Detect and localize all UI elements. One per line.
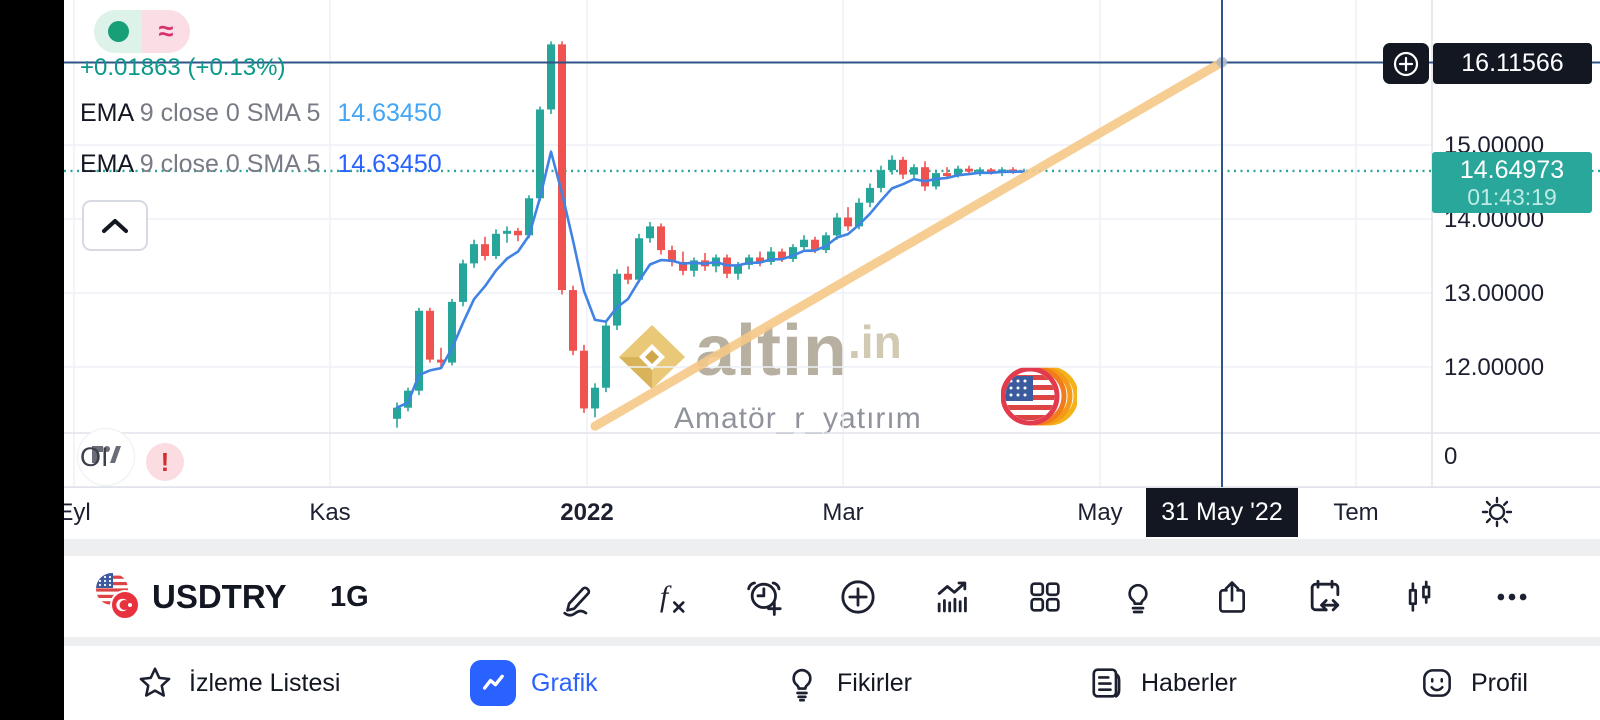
news-icon	[1092, 668, 1121, 698]
indicator-params: 9 close 0 SMA 5	[139, 99, 321, 127]
alarm-add-button[interactable]	[741, 573, 789, 621]
collapse-legend-button[interactable]	[82, 200, 148, 251]
plus-circle-icon	[1393, 51, 1419, 76]
altin-logo-icon	[619, 325, 685, 389]
watermark: altin .in Amatör_r_yatırım	[64, 0, 1432, 487]
draw-button[interactable]	[554, 573, 602, 621]
watermark-tld: .in	[848, 316, 902, 368]
nav-ideas-label: Fikirler	[837, 668, 912, 697]
market-open-dot-icon	[107, 21, 129, 42]
last-price-badge[interactable]: 14.64973 01:43:19	[1432, 152, 1592, 213]
indicator-row-2[interactable]: EMA 9 close 0 SMA 5 14.63450	[80, 150, 442, 179]
time-tick: Tem	[1333, 499, 1379, 526]
nav-profile-label: Profil	[1471, 668, 1528, 697]
indicators-button[interactable]	[928, 573, 976, 621]
svg-text:f: f	[660, 579, 672, 612]
last-price: 14.64973	[1459, 155, 1565, 184]
share-button[interactable]	[1208, 573, 1256, 621]
nav-profile[interactable]: Profil	[1418, 646, 1528, 720]
tradingview-logo[interactable]	[77, 428, 135, 486]
star-icon	[139, 667, 171, 697]
usdtry-flag-icon[interactable]	[94, 572, 140, 620]
nav-chart-label: Grafik	[531, 668, 598, 697]
nav-chart[interactable]: Grafik	[470, 646, 598, 720]
crosshair-date-badge: 31 May '22	[1146, 488, 1298, 537]
price-chart[interactable]	[64, 0, 1600, 538]
price-tick: 12.00000	[1444, 354, 1545, 381]
nav-watchlist-label: İzleme Listesi	[189, 668, 341, 697]
ideas-button[interactable]	[1114, 573, 1162, 621]
oi-pane-label: OI	[80, 442, 109, 472]
chart-icon	[470, 660, 516, 706]
time-axis[interactable]: Eyl Kas 2022 Mar May Tem	[0, 487, 1600, 539]
divider-band	[0, 637, 1600, 646]
time-tick: 2022	[560, 499, 614, 526]
price-change: +0.01863 (+0.13%)	[80, 54, 286, 81]
bulb-icon	[792, 668, 812, 702]
nav-news-label: Haberler	[1141, 668, 1237, 697]
function-button[interactable]: f	[647, 573, 695, 621]
alert-price-badge[interactable]: 16.11566	[1433, 43, 1592, 84]
time-tick: Kas	[309, 499, 351, 526]
indicator-value: 14.63450	[337, 150, 442, 178]
nav-ideas[interactable]: Fikirler	[782, 646, 912, 720]
indicator-name: EMA	[80, 150, 133, 178]
add-button[interactable]	[834, 573, 882, 621]
layouts-button[interactable]	[1021, 573, 1069, 621]
screen-cutout-strip	[0, 0, 64, 720]
approx-icon: ≈	[158, 16, 174, 46]
watermark-username: Amatör_r_yatırım	[674, 402, 922, 435]
market-open-segment	[94, 10, 142, 53]
subpane-zero-tick: 0	[1444, 443, 1458, 470]
nav-news[interactable]: Haberler	[1086, 646, 1237, 720]
nav-watchlist[interactable]: İzleme Listesi	[136, 646, 340, 720]
price-tick: 13.00000	[1444, 280, 1545, 307]
indicator-params: 9 close 0 SMA 5	[139, 150, 321, 178]
time-tick: May	[1077, 499, 1123, 526]
theme-sun-icon[interactable]	[1479, 494, 1515, 535]
chart-style-button[interactable]	[1395, 573, 1443, 621]
indicator-row-1[interactable]: EMA 9 close 0 SMA 5 14.63450	[80, 99, 442, 128]
go-to-date-button[interactable]	[1301, 573, 1349, 621]
chevron-up-icon	[102, 218, 128, 233]
indicator-value: 14.63450	[337, 99, 442, 127]
bar-countdown: 01:43:19	[1467, 183, 1557, 210]
bottom-nav: İzleme Listesi Grafik Fikirler Haber	[0, 646, 1600, 720]
interval-selector[interactable]: 1G	[330, 581, 369, 613]
divider-band	[0, 538, 1600, 556]
symbol-status-pill[interactable]: ≈	[94, 10, 190, 53]
profile-smiley-icon	[1423, 669, 1451, 697]
approx-segment: ≈	[142, 10, 190, 53]
symbol-name[interactable]: USDTRY	[152, 578, 287, 615]
chart-toolbar: USDTRY 1G f	[0, 556, 1600, 637]
alert-plus-chip[interactable]	[1383, 43, 1429, 84]
indicator-name: EMA	[80, 99, 133, 127]
time-tick: Mar	[822, 499, 864, 526]
flag-rings-logo	[1001, 366, 1077, 426]
oi-error-icon[interactable]: !	[146, 443, 184, 481]
more-button[interactable]	[1488, 573, 1536, 621]
tradingview-logo-icon	[92, 446, 121, 463]
